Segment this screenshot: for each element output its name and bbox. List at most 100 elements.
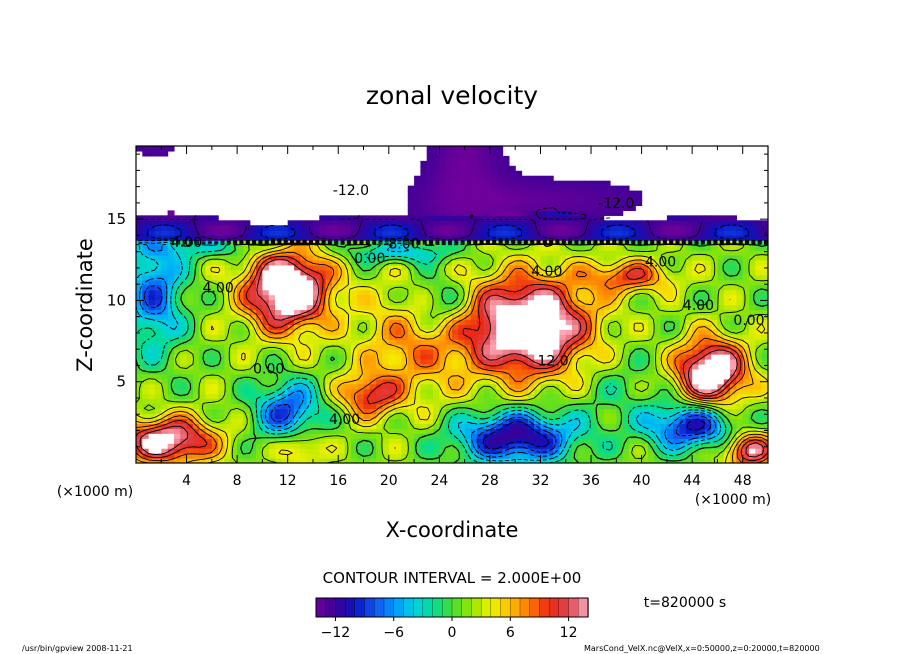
field-cell (445, 309, 453, 315)
field-cell (363, 403, 371, 410)
field-cell (199, 230, 207, 236)
field-cell (414, 259, 421, 266)
field-cell (616, 299, 624, 306)
field-cell (344, 378, 352, 385)
field-cell (641, 324, 649, 330)
field-cell (717, 264, 725, 271)
field-cell (616, 443, 624, 449)
field-cell (736, 309, 744, 315)
field-cell (464, 279, 472, 286)
field-cell (521, 279, 529, 286)
field-cell (704, 235, 712, 241)
field-cell (628, 393, 636, 400)
field-cell (508, 363, 516, 370)
field-cell (275, 259, 282, 266)
field-cell (433, 245, 440, 251)
field-cell (647, 254, 655, 261)
field-cell (281, 403, 289, 410)
field-cell (376, 354, 384, 360)
field-cell (666, 363, 674, 370)
field-cell (306, 279, 314, 286)
field-cell (262, 433, 270, 439)
field-cell (249, 230, 257, 236)
field-cell (161, 403, 169, 410)
field-cell (496, 299, 504, 306)
field-cell (218, 230, 226, 236)
field-cell (521, 358, 529, 365)
field-cell (483, 289, 491, 296)
field-cell (553, 210, 561, 216)
field-cell (572, 413, 579, 420)
field-cell (470, 443, 478, 449)
field-cell (673, 393, 681, 400)
field-cell (742, 423, 750, 429)
field-cell (249, 383, 257, 390)
field-cell (723, 428, 731, 434)
field-cell (660, 254, 668, 261)
field-cell (717, 458, 725, 463)
field-cell (470, 309, 478, 315)
field-cell (647, 398, 655, 405)
field-cell (578, 210, 586, 216)
field-cell (414, 235, 421, 241)
field-cell (464, 378, 472, 385)
field-cell (268, 453, 276, 459)
field-cell (641, 274, 649, 281)
field-cell (565, 250, 573, 256)
field-cell (458, 423, 466, 429)
field-cell (534, 250, 542, 256)
field-cell (224, 458, 232, 463)
field-cell (192, 393, 200, 400)
field-cell (654, 388, 662, 395)
field-cell (192, 358, 200, 365)
field-cell (628, 309, 636, 315)
field-cell (275, 453, 282, 459)
field-cell (401, 284, 409, 291)
field-cell (578, 329, 586, 335)
field-cell (331, 393, 339, 400)
field-cell (306, 264, 314, 271)
field-cell (660, 383, 668, 390)
field-cell (477, 230, 485, 236)
field-cell (704, 220, 712, 226)
field-cell (275, 230, 282, 236)
field-cell (597, 294, 605, 301)
field-cell (666, 225, 674, 231)
field-cell (445, 269, 453, 276)
field-cell (565, 279, 573, 286)
field-cell (755, 438, 763, 444)
field-cell (199, 329, 207, 335)
field-cell (616, 284, 624, 291)
field-cell (489, 329, 497, 335)
field-cell (414, 418, 421, 424)
field-cell (628, 458, 636, 463)
field-cell (761, 413, 768, 420)
field-cell (673, 349, 681, 355)
field-cell (559, 309, 567, 315)
field-cell (382, 388, 390, 395)
field-cell (749, 284, 756, 291)
field-cell (502, 230, 510, 236)
field-cell (717, 250, 725, 256)
field-cell (647, 418, 655, 424)
field-cell (679, 428, 687, 434)
field-cell (527, 314, 535, 320)
field-cell (312, 354, 320, 360)
field-cell (319, 393, 327, 400)
field-cell (262, 309, 270, 315)
field-cell (173, 344, 181, 350)
field-cell (641, 373, 649, 380)
field-cell (464, 245, 472, 251)
field-cell (369, 433, 377, 439)
field-cell (502, 363, 510, 370)
field-cell (685, 423, 693, 429)
field-cell (338, 314, 346, 320)
field-cell (736, 299, 744, 306)
field-cell (249, 363, 257, 370)
field-cell (262, 383, 270, 390)
field-cell (376, 393, 384, 400)
field-cell (294, 314, 301, 320)
field-cell (711, 274, 719, 281)
field-cell (357, 294, 365, 301)
field-cell (268, 423, 276, 429)
